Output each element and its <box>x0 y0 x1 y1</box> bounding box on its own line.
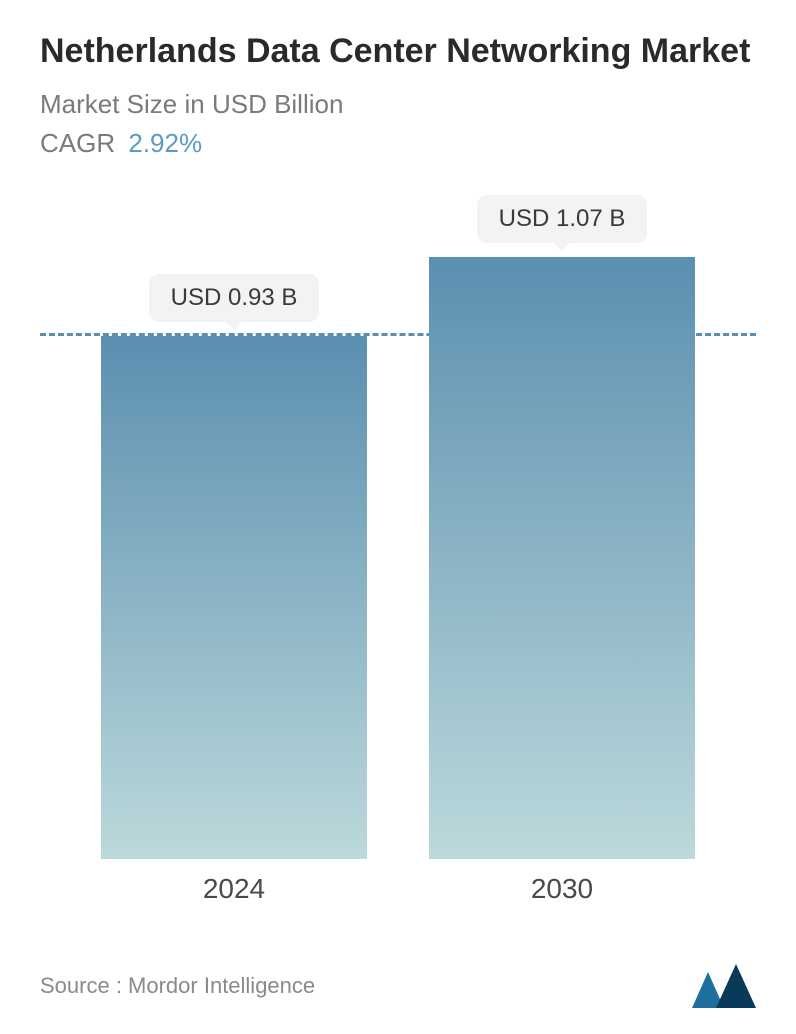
bars-row: USD 0.93 B USD 1.07 B <box>40 219 756 859</box>
bar-1 <box>429 257 695 859</box>
chart-area: USD 0.93 B USD 1.07 B <box>40 219 756 859</box>
bar-0 <box>101 336 367 859</box>
footer: Source : Mordor Intelligence <box>40 964 756 1008</box>
cagr-value: 2.92% <box>128 128 202 158</box>
chart-title: Netherlands Data Center Networking Marke… <box>40 30 756 73</box>
source-text: Source : Mordor Intelligence <box>40 973 315 999</box>
chart-subtitle: Market Size in USD Billion <box>40 89 756 120</box>
bar-group-1: USD 1.07 B <box>422 195 702 859</box>
x-label-0: 2024 <box>94 873 374 905</box>
cagr-label: CAGR <box>40 128 115 158</box>
cagr-row: CAGR 2.92% <box>40 128 756 159</box>
brand-logo-icon <box>692 964 756 1008</box>
bar-group-0: USD 0.93 B <box>94 274 374 859</box>
value-label-0: USD 0.93 B <box>149 274 320 322</box>
x-label-1: 2030 <box>422 873 702 905</box>
x-axis-labels: 2024 2030 <box>40 859 756 905</box>
value-label-1: USD 1.07 B <box>477 195 648 243</box>
